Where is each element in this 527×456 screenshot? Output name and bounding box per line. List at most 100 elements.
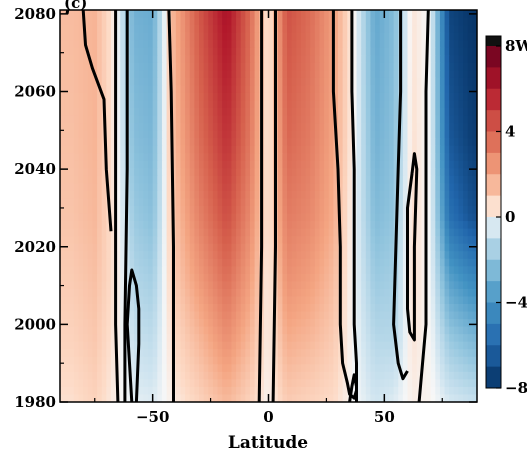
heatmap-cell [407, 236, 413, 245]
heatmap-cell [365, 160, 372, 169]
heatmap-cell [115, 145, 121, 154]
heatmap-cell [180, 198, 186, 207]
heatmap-cell [407, 92, 413, 102]
heatmap-cell [60, 115, 66, 124]
heatmap-cell [310, 288, 316, 298]
heatmap-cell [212, 55, 219, 64]
heatmap-cell [472, 356, 477, 365]
heatmap-cell [134, 175, 140, 184]
heatmap-cell [212, 198, 219, 207]
heatmap-cell [148, 251, 154, 260]
heatmap-cell [240, 153, 246, 162]
heatmap-cell [185, 334, 191, 343]
heatmap-cell [69, 266, 75, 275]
heatmap-cell [78, 304, 84, 313]
heatmap-cell [185, 258, 191, 267]
heatmap-cell [430, 25, 436, 34]
heatmap-cell [110, 138, 117, 147]
zero-contour [123, 10, 129, 402]
heatmap-cell [379, 175, 385, 184]
heatmap-cell [430, 236, 436, 245]
heatmap-cell [463, 266, 469, 275]
heatmap-cell [212, 92, 219, 102]
heatmap-cell [398, 138, 404, 147]
heatmap-cell [148, 349, 154, 358]
heatmap-cell [314, 115, 321, 124]
heatmap-cell [217, 379, 223, 388]
heatmap-cell [268, 349, 274, 358]
heatmap-cell [310, 311, 316, 320]
heatmap-cell [444, 62, 450, 71]
heatmap-cell [444, 213, 450, 222]
heatmap-cell [199, 40, 205, 49]
heatmap-cell [143, 108, 149, 117]
heatmap-cell [222, 138, 228, 147]
heatmap-cell [120, 160, 126, 169]
heatmap-cell [222, 17, 228, 26]
heatmap-cell [282, 266, 288, 275]
heatmap-cell [393, 379, 399, 388]
heatmap-cell [110, 10, 117, 19]
heatmap-cell [236, 213, 242, 222]
heatmap-cell [97, 153, 103, 162]
heatmap-cell [212, 70, 219, 79]
heatmap-cell [426, 213, 432, 222]
heatmap-cell [78, 356, 84, 365]
heatmap-cell [277, 356, 283, 365]
heatmap-cell [60, 198, 66, 207]
heatmap-cell [412, 168, 418, 177]
heatmap-cell [97, 243, 103, 252]
heatmap-cell [217, 160, 223, 169]
heatmap-cell [351, 356, 358, 365]
heatmap-cell [115, 77, 121, 86]
heatmap-cell [226, 251, 233, 260]
heatmap-cell [388, 123, 395, 132]
heatmap-cell [199, 145, 205, 154]
heatmap-cell [398, 183, 404, 192]
heatmap-cell [60, 334, 66, 343]
heatmap-cell [375, 319, 381, 328]
heatmap-cell [412, 379, 418, 388]
heatmap-cell [134, 190, 140, 200]
heatmap-cell [426, 394, 432, 402]
heatmap-cell [64, 138, 70, 147]
heatmap-cell [416, 356, 422, 365]
heatmap-cell [439, 123, 446, 132]
heatmap-cell [379, 236, 385, 245]
heatmap-cell [208, 85, 214, 94]
heatmap-cell [435, 326, 441, 335]
heatmap-cell [83, 266, 89, 275]
heatmap-cell [217, 85, 223, 94]
heatmap-cell [101, 168, 107, 177]
heatmap-cell [73, 288, 80, 298]
heatmap-cell [439, 386, 446, 396]
heatmap-cell [439, 62, 446, 71]
heatmap-cell [203, 153, 209, 162]
heatmap-cell [73, 153, 80, 162]
heatmap-cell [324, 341, 330, 350]
heatmap-cell [310, 326, 316, 335]
heatmap-cell [180, 258, 186, 267]
heatmap-cell [166, 304, 172, 313]
heatmap-cell [60, 47, 66, 56]
heatmap-cell [439, 130, 446, 139]
heatmap-cell [212, 266, 219, 275]
heatmap-cell [342, 108, 348, 117]
heatmap-cell [217, 168, 223, 177]
heatmap-cell [375, 394, 381, 402]
heatmap-cell [92, 32, 98, 41]
heatmap-cell [106, 85, 112, 94]
heatmap-cell [416, 334, 422, 343]
heatmap-cell [231, 251, 237, 260]
heatmap-cell [199, 288, 205, 298]
heatmap-cell [161, 153, 168, 162]
heatmap-cell [375, 288, 381, 298]
heatmap-cell [356, 145, 362, 154]
heatmap-cell [393, 319, 399, 328]
heatmap-cell [453, 138, 460, 147]
heatmap-cell [254, 123, 260, 132]
heatmap-cell [449, 55, 455, 64]
heatmap-cell [245, 341, 251, 350]
heatmap-cell [370, 10, 376, 19]
heatmap-cell [435, 273, 441, 282]
